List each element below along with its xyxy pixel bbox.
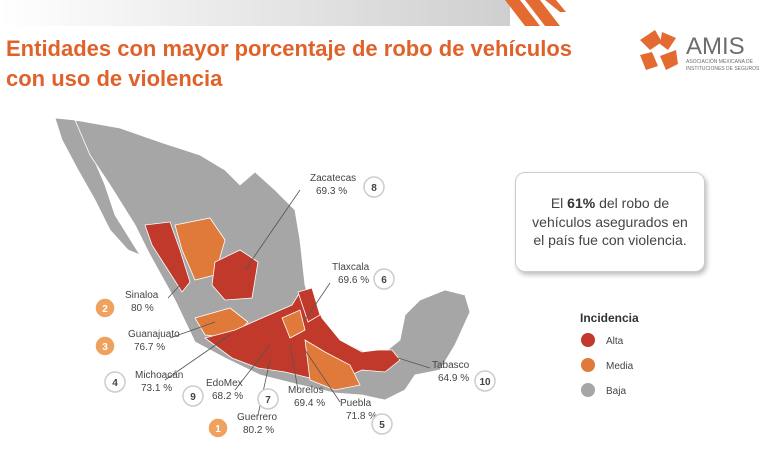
legend: Alta Media Baja [581,333,634,397]
logo-subtitle: ASOCIACIÓN MEXICANA DE [686,58,754,65]
state-name: Tabasco [432,360,470,371]
state-name: Morelos [288,385,324,396]
rank-number: 10 [479,377,491,388]
rank-badge [474,370,496,392]
logo-subtitle: INSTITUCIONES DE SEGUROS [686,66,760,72]
rank-number: 1 [215,424,221,435]
state-value: 80.2 % [243,425,274,436]
legend-label: Alta [606,336,624,347]
rank-badge [257,388,279,410]
state-name: Sinaloa [125,290,159,301]
rank-badge [371,413,393,435]
rank-number: 5 [379,420,385,431]
state-value: 80 % [131,303,154,314]
state-name: Puebla [340,398,372,409]
legend-swatch [581,383,595,397]
rank-number: 7 [265,395,271,406]
state-value: 69.4 % [294,398,325,409]
callout-text: del robo de vehículos asegurados en el p… [532,194,688,249]
leader-lines [164,189,431,416]
callout-text: El 61% del robo de vehículos asegurados … [526,194,694,251]
state-value: 76.7 % [134,342,165,353]
state-name: Michoacán [135,370,183,381]
legend-label: Media [606,361,634,372]
callout-highlight: 61% [567,194,596,211]
state-name: Guerrero [237,412,277,423]
rank-number: 8 [371,183,377,194]
legend-swatch [581,358,595,372]
state-name: Zacatecas [310,173,356,184]
rank-badge [207,417,229,439]
map [54,117,471,401]
rank-number: 9 [190,392,196,403]
logo-name: AMIS [686,33,745,60]
state-value: 64.9 % [438,373,469,384]
rank-number: 3 [102,342,108,353]
top-bar [0,0,510,26]
title: Entidades con mayor porcentaje de robo d… [6,36,572,61]
legend-swatch [581,333,595,347]
rank-badge [182,385,204,407]
state-value: 73.1 % [141,383,172,394]
rank-badge [104,371,126,393]
title: con uso de violencia [6,66,223,91]
rank-number: 2 [102,304,108,315]
state-value: 69.3 % [316,186,347,197]
rank-number: 4 [112,378,118,389]
rank-number: 6 [381,275,387,286]
callout: El 61% del robo de vehículos asegurados … [515,172,705,272]
state-name: Guanajuato [128,329,180,340]
state-value: 69.6 % [338,275,369,286]
rank-badge [373,268,395,290]
logo-icon [640,30,678,70]
state-labels: Sinaloa 80 % 2 Guanajuato 76.7 % 3 Michoacán 73… [94,173,496,439]
state-value: 71.8 % [346,411,377,422]
state-name: Tlaxcala [332,262,370,273]
rank-badge [363,176,385,198]
top-stripes [505,0,566,26]
legend-title: Incidencia [580,311,639,325]
legend-label: Baja [606,386,626,397]
callout-text: El [550,194,568,211]
state-value: 68.2 % [212,391,243,402]
rank-badge [94,335,116,357]
state-name: EdoMex [206,378,243,389]
rank-badge [94,297,116,319]
